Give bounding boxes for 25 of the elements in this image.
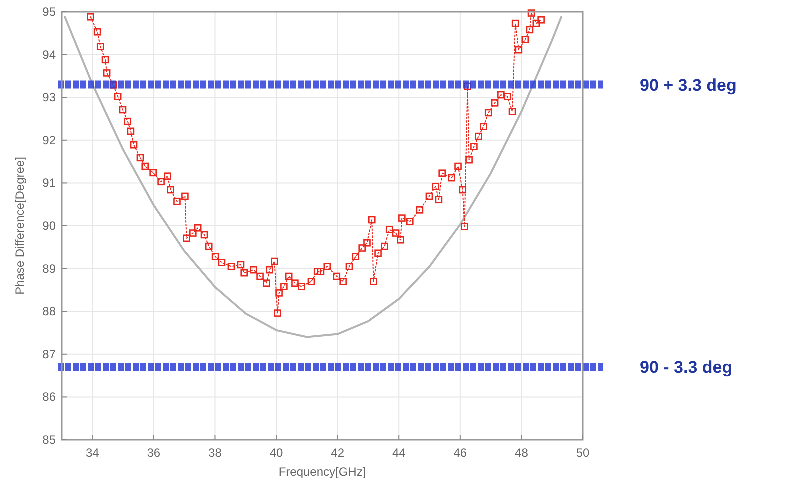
ref-line-label: 90 - 3.3 deg	[640, 358, 733, 378]
y-tick-label: 93	[42, 90, 56, 105]
x-axis-title: Frequency[GHz]	[278, 465, 366, 479]
x-tick-label: 44	[392, 446, 406, 460]
y-tick-label: 89	[42, 262, 56, 276]
y-tick-label: 88	[42, 304, 56, 319]
x-tick-label: 50	[576, 446, 590, 460]
ref-line-label: 90 + 3.3 deg	[640, 76, 737, 95]
x-tick-label: 36	[147, 446, 161, 460]
y-tick-label: 95	[42, 5, 56, 19]
line-series	[64, 16, 563, 338]
y-tick-label: 85	[42, 433, 56, 447]
x-tick-label: 46	[454, 446, 468, 460]
x-tick-label: 34	[86, 446, 100, 460]
y-tick-label: 86	[42, 390, 56, 404]
y-tick-label: 87	[42, 347, 56, 362]
y-tick-label: 90	[42, 219, 56, 233]
y-tick-label: 91	[42, 176, 56, 190]
y-axis-title: Phase Difference[Degree]	[13, 157, 27, 295]
x-tick-label: 38	[208, 446, 222, 460]
y-tick-label: 94	[42, 48, 56, 62]
x-tick-label: 40	[270, 446, 284, 460]
x-tick-label: 42	[331, 446, 345, 460]
y-tick-label: 92	[42, 133, 56, 148]
x-tick-label: 48	[515, 446, 529, 460]
